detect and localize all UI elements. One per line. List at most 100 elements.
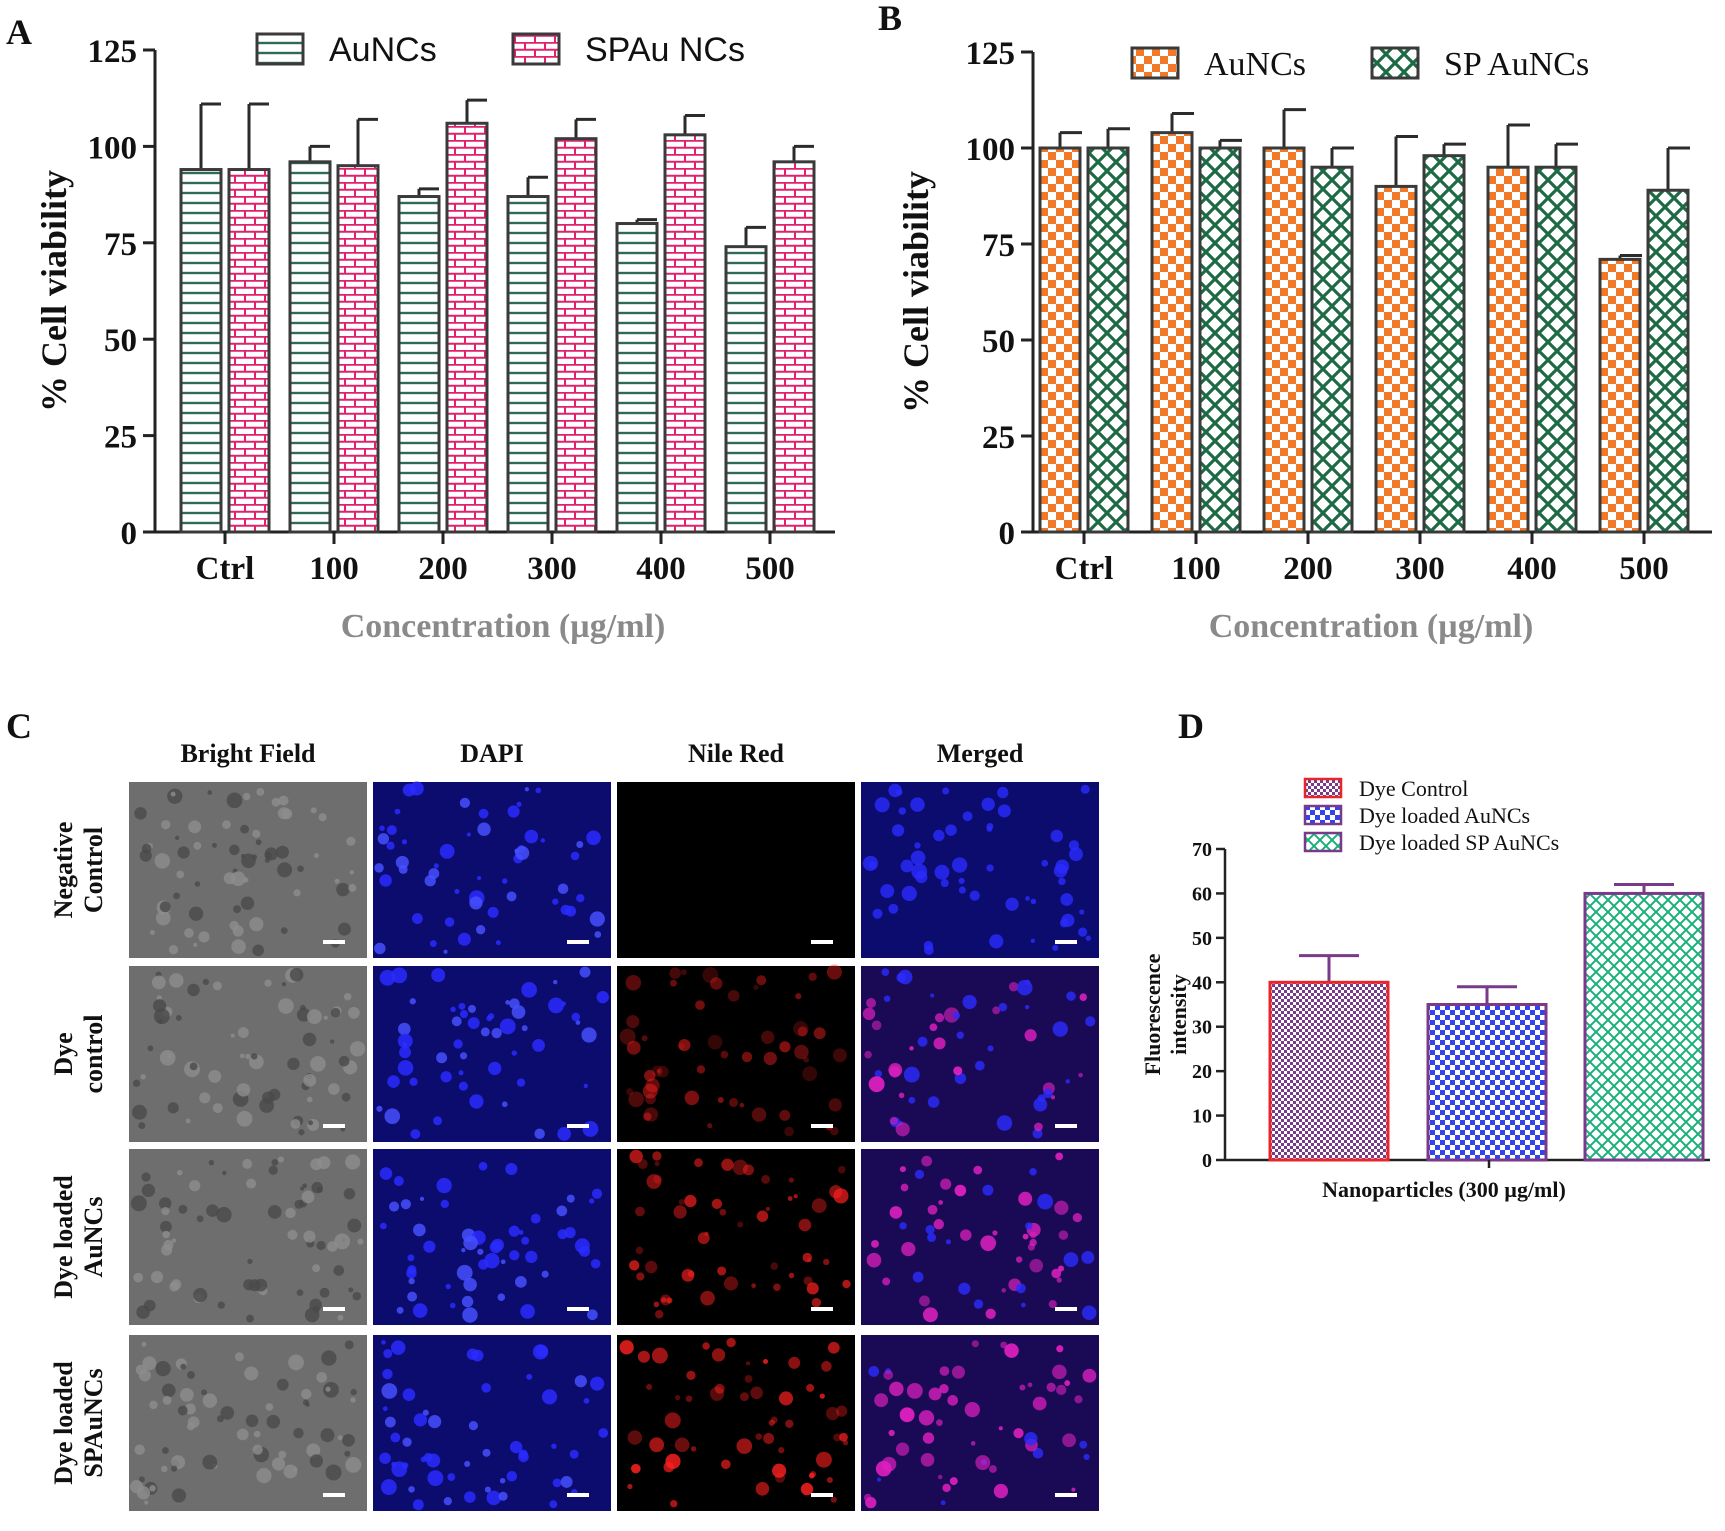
cell-spot [596,990,609,1004]
cell-spot [794,1044,809,1060]
cell-spot [330,1039,335,1044]
cell-spot [423,1240,436,1253]
cell-spot [265,1403,274,1411]
cell-spot [433,863,439,869]
cell-spot [773,1283,781,1292]
cell-spot [901,885,917,902]
cell-spot [534,1128,545,1140]
cell-spot [723,1276,739,1291]
cell-spot [170,791,176,797]
cell-spot [711,1348,726,1362]
cell-spot [661,1297,667,1303]
cell-spot [1056,1345,1064,1353]
cell-spot [302,1032,317,1047]
cell-spot [587,1309,598,1321]
cell-spot [482,1448,491,1457]
cell-spot [413,1413,428,1427]
cell-spot [277,1156,285,1163]
cell-spot [821,1361,832,1372]
y-tick-label: 125 [88,34,138,70]
cell-spot [763,1359,769,1364]
cell-spot [871,1239,879,1248]
cell-spot [271,1159,279,1166]
cell-spot [333,1265,345,1276]
cell-spot [155,910,171,926]
cell-spot [643,1112,652,1121]
y-tick-label: 125 [966,36,1016,72]
cell-spot [711,1198,723,1210]
cell-spot [868,1366,880,1377]
cell-spot [198,931,210,943]
cell-spot [477,876,482,881]
cell-spot [895,1122,910,1137]
y-tick-label: 0 [1202,1150,1212,1172]
cell-spot [802,1066,818,1082]
cell-spot [557,1127,572,1141]
cell-spot [594,931,602,938]
cell-spot [645,1260,658,1274]
cell-spot [823,1258,830,1266]
cell-spot [651,1065,663,1077]
cell-spot [898,1092,905,1099]
legend-swatch [255,32,305,66]
cell-spot [161,820,171,830]
cell-spot [928,1387,942,1401]
micrograph-tile [373,1335,611,1511]
micrograph-tile [373,966,611,1142]
cell-spot [947,1395,959,1406]
x-tick-label: 400 [1507,551,1557,587]
cell-spot [298,1129,305,1136]
cell-spot [1060,893,1074,906]
cell-spot [1048,1300,1057,1309]
cell-spot [569,1449,579,1459]
cell-spot [277,807,290,820]
cell-spot [140,1074,146,1080]
cell-spot [408,1277,415,1285]
cell-spot [391,967,408,984]
cell-spot [484,1486,491,1493]
cell-spot [717,1266,727,1276]
cell-spot [530,1213,541,1224]
cell-spot [175,1015,182,1021]
cell-spot [652,1151,662,1161]
cell-spot [389,1201,400,1212]
cell-spot [149,929,155,935]
cell-spot [509,998,520,1009]
cell-spot [751,1283,756,1289]
cell-spot [980,1235,997,1252]
cell-spot [862,855,879,871]
cell-spot [450,1006,456,1013]
cell-spot [246,1178,257,1189]
row-label: SPAuNCs [79,1368,108,1477]
cell-spot [463,1235,478,1251]
cell-spot [552,898,559,905]
cell-spot [154,853,171,869]
cell-spot [193,1288,208,1303]
cell-spot [424,875,436,887]
cell-spot [303,1074,317,1087]
cell-spot [811,1297,821,1308]
cell-spot [629,1149,643,1164]
cell-spot [548,997,564,1014]
cell-spot [570,851,580,861]
cell-spot [899,1222,907,1230]
cell-spot [875,1460,892,1477]
cell-spot [248,1279,261,1292]
cell-spot [212,842,217,848]
cell-spot [700,1290,715,1306]
cell-spot [1071,1487,1076,1492]
cell-spot [951,1365,966,1379]
cell-spot [985,1308,996,1319]
cell-spot [207,790,213,795]
x-tick-label: Ctrl [1055,551,1114,587]
cell-spot [458,1070,464,1076]
cell-spot [1020,1302,1026,1308]
cell-spot [591,1188,603,1199]
cell-spot [942,787,950,795]
cell-spot [1080,784,1090,794]
cell-spot [729,1097,739,1108]
cell-spot [328,1083,340,1095]
cell-spot [1000,1341,1008,1349]
cell-spot [1030,938,1036,944]
micrograph-tile [861,966,1099,1142]
